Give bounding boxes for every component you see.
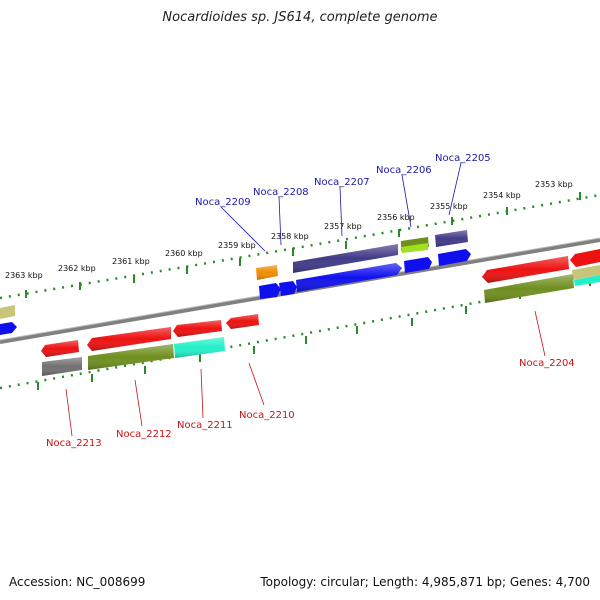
- gene-arrow-cyan: [574, 275, 600, 286]
- kbp-label: 2354 kbp: [483, 191, 521, 200]
- gene-arrow-red: [570, 249, 600, 267]
- gene-label: Noca_2206: [376, 165, 432, 176]
- gene-label: Noca_2207: [314, 177, 370, 188]
- kbp-label: 2356 kbp: [377, 213, 415, 222]
- gene-label: Noca_2204: [519, 358, 575, 369]
- page-title: Nocardioides sp. JS614, complete genome: [162, 10, 438, 25]
- gene-labels-top: Noca_2205 Noca_2206 Noca_2207 Noca_2208 …: [195, 153, 491, 208]
- gene-arrow-lime: [401, 243, 428, 253]
- gene-arrows-lower: [41, 249, 600, 376]
- gene-arrows-blue: [0, 249, 471, 335]
- kbp-label: 2357 kbp: [324, 222, 362, 231]
- kbp-label: 2360 kbp: [165, 249, 203, 258]
- gene-arrow-blue: [404, 257, 432, 273]
- kbp-label: 2363 kbp: [5, 271, 43, 280]
- kbp-label: 2358 kbp: [271, 232, 309, 241]
- gene-arrow-blue: [259, 283, 281, 299]
- gene-label: Noca_2208: [253, 187, 309, 198]
- gene-arrow-khaki: [572, 265, 600, 280]
- gene-label: Noca_2209: [195, 197, 251, 208]
- gene-label: Noca_2212: [116, 429, 172, 440]
- genome-summary-text: Topology: circular; Length: 4,985,871 bp…: [260, 575, 590, 589]
- accession-text: Accession: NC_008699: [9, 575, 146, 589]
- kbp-label: 2353 kbp: [535, 180, 573, 189]
- leader-lines: [65, 162, 546, 437]
- gene-arrows-upper: [0, 230, 600, 319]
- gene-label: Noca_2205: [435, 153, 491, 164]
- gene-arrow-khaki: [0, 305, 15, 319]
- upper-scale-track: [0, 193, 600, 300]
- gene-label: Noca_2211: [177, 420, 233, 431]
- gene-arrow-blue: [438, 249, 471, 266]
- gene-label: Noca_2210: [239, 410, 295, 421]
- gene-arrow-blue: [0, 322, 17, 335]
- kbp-label: 2361 kbp: [112, 257, 150, 266]
- kbp-label: 2362 kbp: [58, 264, 96, 273]
- gene-labels-bottom: Noca_2204 Noca_2210 Noca_2211 Noca_2212 …: [46, 358, 575, 449]
- kbp-label: 2355 kbp: [430, 202, 468, 211]
- kbp-label-group: 2353 kbp 2354 kbp 2355 kbp 2356 kbp 2357 kbp…: [5, 180, 573, 280]
- gene-label: Noca_2213: [46, 438, 102, 449]
- kbp-label: 2359 kbp: [218, 241, 256, 250]
- kbp-tick-marks: [25, 192, 591, 390]
- gene-arrow-blue: [279, 281, 297, 296]
